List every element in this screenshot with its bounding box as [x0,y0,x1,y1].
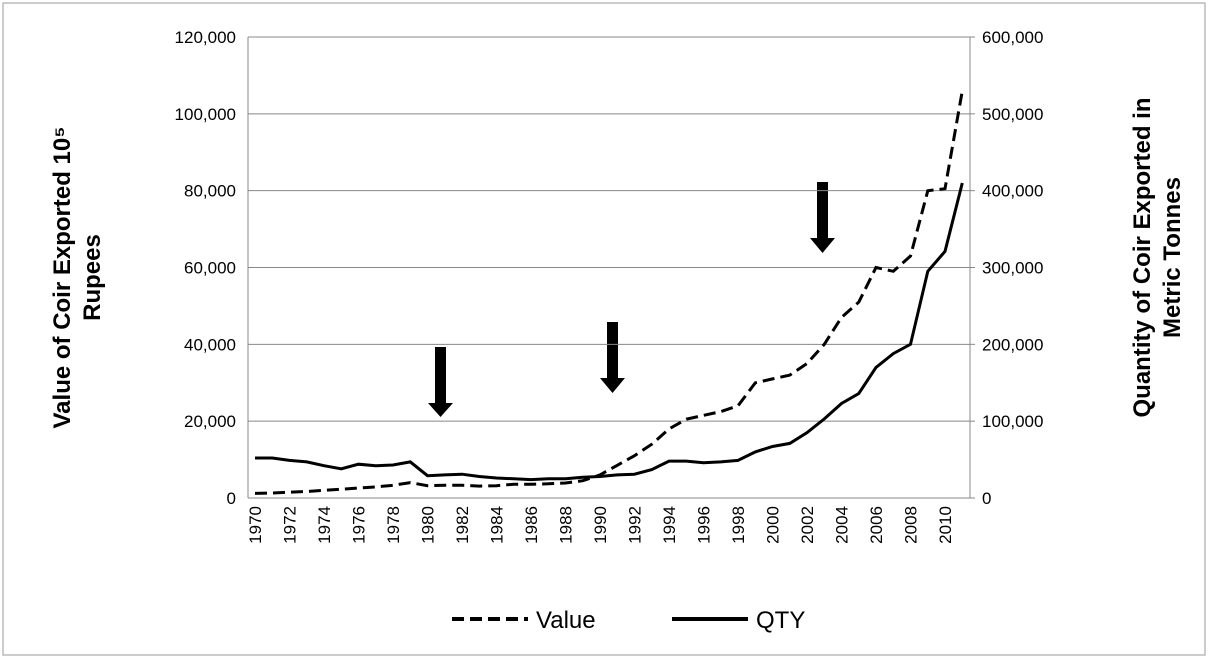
chart-border [2,2,1206,656]
y2-axis-title: Quantity of Coir Exported in Metric Tonne… [1129,97,1186,417]
y-tick-label: 80,000 [184,182,236,201]
x-tick-label: 1976 [350,506,369,544]
y-axis-title-line: Value of Coir Exported 10⁵ [49,126,76,428]
y-tick-label: 20,000 [184,412,236,431]
y2-tick-label: 200,000 [982,335,1043,354]
data-line [255,182,964,482]
y-tick-label: 0 [227,489,236,508]
y2-tick-label: 300,000 [982,259,1043,278]
x-tick-label: 1980 [419,506,438,544]
y2-tick-label: 400,000 [982,182,1043,201]
x-tick-label: 2006 [867,506,886,544]
annotation-arrow [600,322,625,393]
y2-axis-title-line: Metric Tonnes [1159,177,1186,338]
x-tick-label: 2000 [764,506,783,544]
x-tick-label: 1992 [626,506,645,544]
legend-label: QTY [756,607,805,634]
x-tick-label: 1994 [660,506,679,544]
x-tick-label: 1970 [246,506,265,544]
x-tick-label: 1986 [522,506,541,544]
x-tick-label: 1982 [453,506,472,544]
x-tick-label: 1988 [557,506,576,544]
x-tick-label: 2002 [798,506,817,544]
y-axis-title: Value of Coir Exported 10⁵ Rupees [49,126,106,428]
annotation-arrow [428,347,453,417]
y-tick-label: 120,000 [175,28,236,47]
data-line [254,90,964,495]
x-tick-label: 2008 [902,506,921,544]
y-axis-title-line: Rupees [79,234,106,321]
x-tick-label: 1972 [281,506,300,544]
y2-tick-label: 100,000 [982,412,1043,431]
y2-tick-label: 600,000 [982,28,1043,47]
legend-label: Value [536,607,596,634]
y2-tick-label: 0 [982,489,991,508]
x-tick-label: 1990 [591,506,610,544]
annotation-arrow [810,182,835,253]
x-tick-label: 2010 [936,506,955,544]
x-tick-label: 1996 [695,506,714,544]
y-tick-label: 60,000 [184,259,236,278]
x-tick-label: 2004 [833,506,852,544]
x-tick-label: 1998 [729,506,748,544]
x-tick-label: 1974 [315,506,334,544]
y-tick-label: 40,000 [184,335,236,354]
y2-axis-title-line: Quantity of Coir Exported in [1129,97,1156,417]
x-tick-label: 1984 [488,506,507,544]
x-tick-label: 1978 [384,506,403,544]
y2-tick-label: 500,000 [982,105,1043,124]
y-tick-label: 100,000 [175,105,236,124]
